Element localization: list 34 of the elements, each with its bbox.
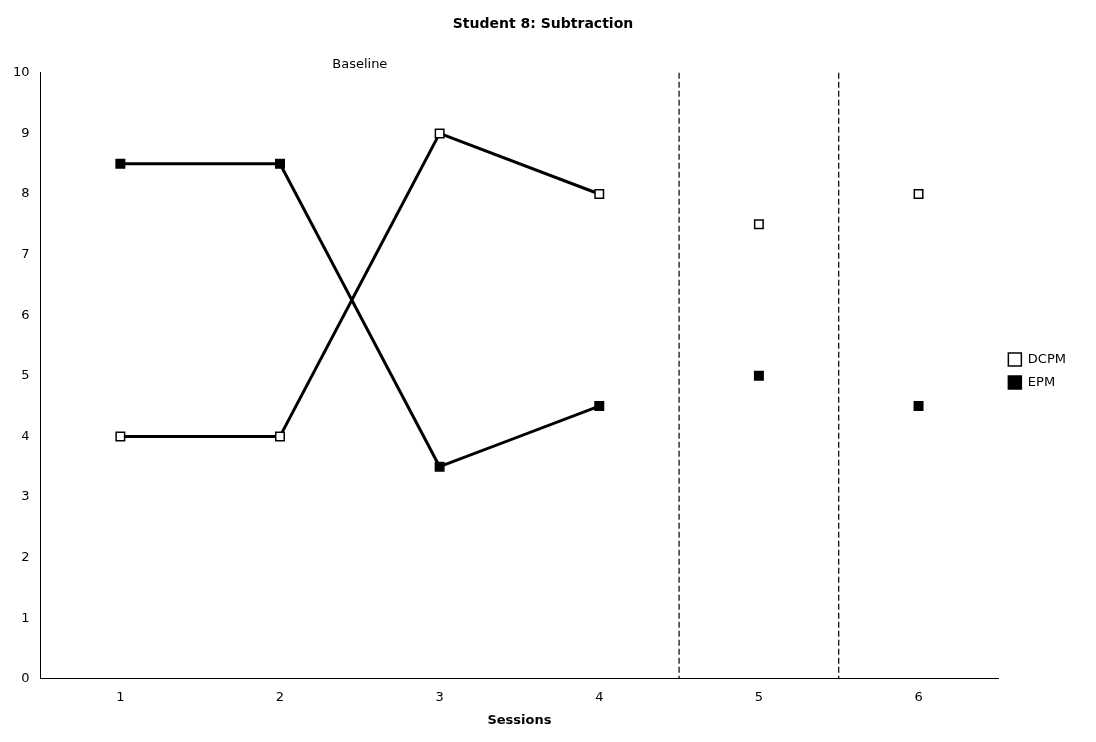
y-tick-label: 0 — [21, 670, 30, 686]
x-tick-label: 1 — [116, 688, 125, 704]
y-tick-label: 4 — [21, 427, 30, 443]
legend-label: EPM — [1027, 373, 1056, 389]
y-tick-label: 6 — [21, 306, 30, 322]
point — [115, 431, 126, 442]
point — [434, 461, 445, 472]
y-tick-label: 9 — [21, 124, 30, 140]
y-tick-label: 5 — [21, 367, 30, 383]
chart-title: Student 8: Subtraction — [452, 15, 634, 32]
point — [434, 128, 445, 139]
point — [115, 158, 126, 169]
point — [753, 370, 764, 381]
point — [594, 401, 605, 412]
point — [753, 219, 764, 230]
x-tick-label: 6 — [914, 688, 923, 704]
y-tick-label: 7 — [21, 245, 30, 261]
y-tick-label: 10 — [13, 64, 30, 80]
x-axis-title: Sessions — [487, 711, 552, 727]
y-tick-label: 8 — [21, 185, 30, 201]
x-tick-label: 2 — [275, 688, 285, 704]
text: Baseline — [332, 55, 388, 71]
legend-label: DCPM — [1027, 350, 1067, 366]
y-tick-label: 1 — [21, 609, 30, 625]
x-tick-label: 3 — [435, 688, 444, 704]
point — [275, 158, 285, 169]
y-tick-label: 3 — [21, 488, 30, 504]
point — [913, 189, 924, 199]
point — [275, 431, 285, 442]
point — [913, 401, 924, 412]
x-tick-label: 4 — [595, 688, 604, 704]
y-tick-label: 2 — [21, 548, 30, 564]
x-tick-label: 5 — [754, 688, 764, 704]
point — [594, 189, 605, 199]
